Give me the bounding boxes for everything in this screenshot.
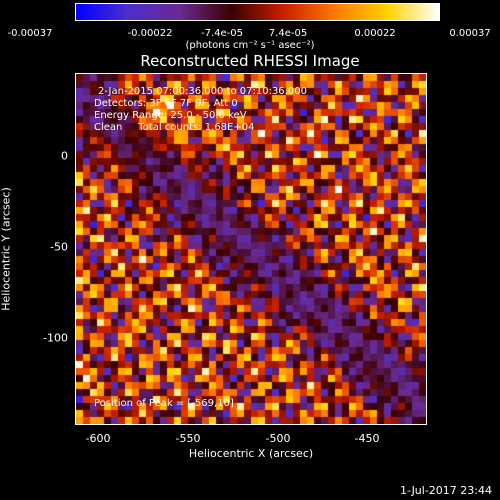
- chart-title: Reconstructed RHESSI Image: [140, 52, 360, 70]
- colorbar-tick: 7.4e-05: [268, 28, 308, 39]
- peak-position-annotation: Position of Peak = [-569,10]: [94, 398, 234, 409]
- y-tick-label: -50: [50, 240, 68, 254]
- colorbar-tick: -0.00022: [127, 28, 173, 39]
- colorbar-tick: 0.00022: [354, 28, 396, 39]
- y-tick-label: -100: [43, 331, 68, 345]
- detectors-annotation: Detectors: 3F 6F 7F 9F, Att 0: [94, 98, 238, 109]
- colorbar-tick: 0.00037: [449, 28, 491, 39]
- energy-range-annotation: Energy Range: 25.0 - 50.0 keV: [94, 110, 247, 121]
- footer-timestamp: 1-Jul-2017 23:44: [399, 484, 492, 497]
- image-plot-area: [75, 73, 427, 425]
- colorbar: [75, 3, 440, 21]
- x-tick-label: -500: [265, 432, 291, 445]
- y-axis-label-text: Heliocentric Y (arcsec): [0, 187, 13, 311]
- x-tick-label: -600: [85, 432, 111, 445]
- x-axis-label: Heliocentric X (arcsec): [188, 447, 314, 460]
- x-tick-label: -550: [175, 432, 201, 445]
- rhessi-image-heatmap: [76, 74, 426, 424]
- colorbar-units-label: (photons cm⁻² s⁻¹ asec⁻²): [185, 40, 315, 51]
- y-tick-label: 0: [61, 149, 68, 163]
- colorbar-tick: -7.4e-05: [201, 28, 243, 39]
- colorbar-tick: -0.00037: [7, 28, 53, 39]
- clean-counts-annotation: Clean Total counts: 1.68E+04: [94, 122, 255, 133]
- time-range-annotation: 2-Jan-2015 07:00:36.000 to 07:10:36.000: [98, 86, 307, 97]
- x-tick-label: -450: [354, 432, 380, 445]
